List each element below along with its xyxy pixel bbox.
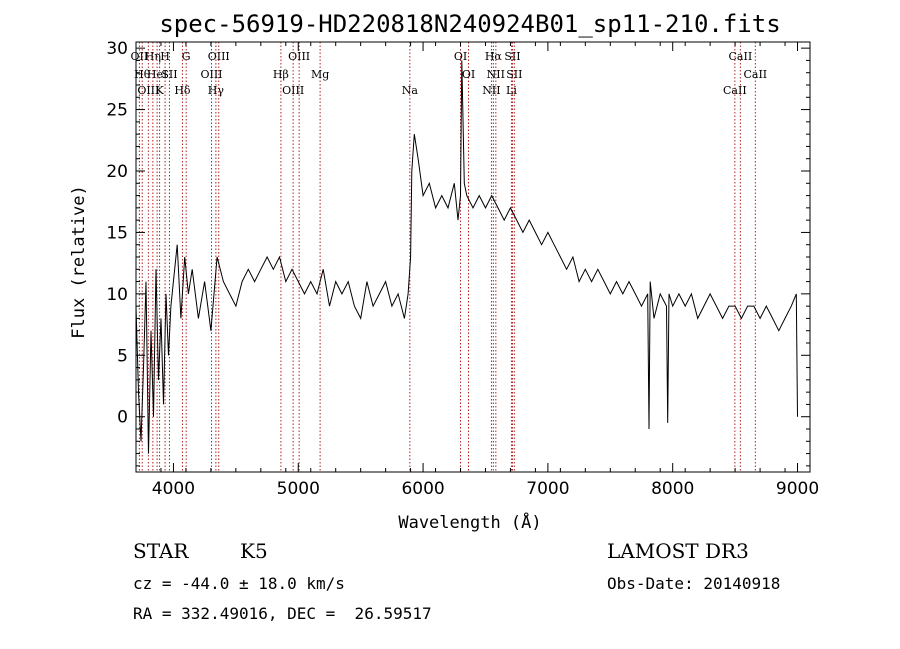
x-tick-label: 4000 <box>152 479 195 499</box>
observation-date: Obs-Date: 20140918 <box>607 574 781 593</box>
y-tick-label: 30 <box>106 39 128 59</box>
spectral-line-label: Hβ <box>273 68 289 81</box>
redshift-readout: cz = -44.0 ± 18.0 km/s <box>133 574 345 593</box>
spectral-line-label: Hδ <box>174 84 191 97</box>
y-tick-label: 10 <box>106 285 128 305</box>
spectral-line-markers <box>138 42 756 472</box>
spectral-line-label: OIII <box>288 50 310 63</box>
spectral-line-label: Hγ <box>208 84 225 97</box>
x-axis-label: Wavelength (Å) <box>398 511 541 533</box>
object-class: STAR <box>133 539 189 563</box>
spectral-line-label: K <box>155 84 164 97</box>
coordinates-readout: RA = 332.49016, DEC = 26.59517 <box>133 604 432 623</box>
plot-frame <box>135 41 811 473</box>
spectral-line-label: OIII <box>200 68 222 81</box>
y-tick-label: 0 <box>117 408 128 428</box>
spectral-line-label: OIII <box>137 84 159 97</box>
flux-spectrum-line <box>135 60 798 454</box>
chart-title: spec-56919-HD220818N240924B01_sp11-210.f… <box>159 10 780 38</box>
spectral-line-label: Hθ <box>134 68 151 81</box>
y-tick-label: 5 <box>117 346 128 366</box>
x-tick-label: 9000 <box>776 479 819 499</box>
spectral-line-label: G <box>182 50 191 63</box>
spectral-line-label: H <box>160 50 170 63</box>
spectral-line-label: Hα <box>485 50 503 63</box>
spectral-line-label: SII <box>161 68 177 81</box>
spectral-line-label: CaII <box>743 68 767 81</box>
spectral-line-label: OI <box>454 50 467 63</box>
spectral-line-label: OIII <box>208 50 230 63</box>
x-axis-ticks: 4000 5000 6000 7000 8000 9000 <box>135 42 819 499</box>
spectral-line-label: Hη <box>145 50 161 63</box>
spectral-line-label: OIII <box>282 84 304 97</box>
spectral-line-label: Mg <box>311 68 329 81</box>
spectral-line-label: OII <box>131 50 149 63</box>
x-tick-label: 6000 <box>401 479 444 499</box>
spectral-line-label: Li <box>506 84 517 97</box>
spectral-line-label: SII <box>504 50 520 63</box>
spectral-line-label: NII <box>487 68 505 81</box>
spectral-line-label: SII <box>506 68 522 81</box>
survey-name: LAMOST DR3 <box>607 539 749 563</box>
spectral-line-label: CaII <box>729 50 753 63</box>
spectral-line-label: NII <box>482 84 500 97</box>
y-tick-label: 20 <box>106 162 128 182</box>
x-tick-label: 5000 <box>277 479 320 499</box>
y-axis-label: Flux (relative) <box>69 185 89 339</box>
object-subclass: K5 <box>240 539 268 563</box>
spectral-line-label: Na <box>402 84 419 97</box>
y-tick-label: 15 <box>106 223 128 243</box>
x-tick-label: 8000 <box>651 479 694 499</box>
x-tick-label: 7000 <box>526 479 569 499</box>
spectral-line-label: OI <box>462 68 475 81</box>
spectral-line-label: CaII <box>723 84 747 97</box>
spectral-line-labels: OII Hθ OIII Hη HeI K H SII Hδ G OIII Hγ OIII Hβ OIII OI… <box>131 50 768 97</box>
spectral-line-label: HeI <box>147 68 167 81</box>
y-tick-label: 25 <box>106 101 128 121</box>
y-axis-ticks: 0 5 10 15 20 25 30 <box>106 39 810 467</box>
